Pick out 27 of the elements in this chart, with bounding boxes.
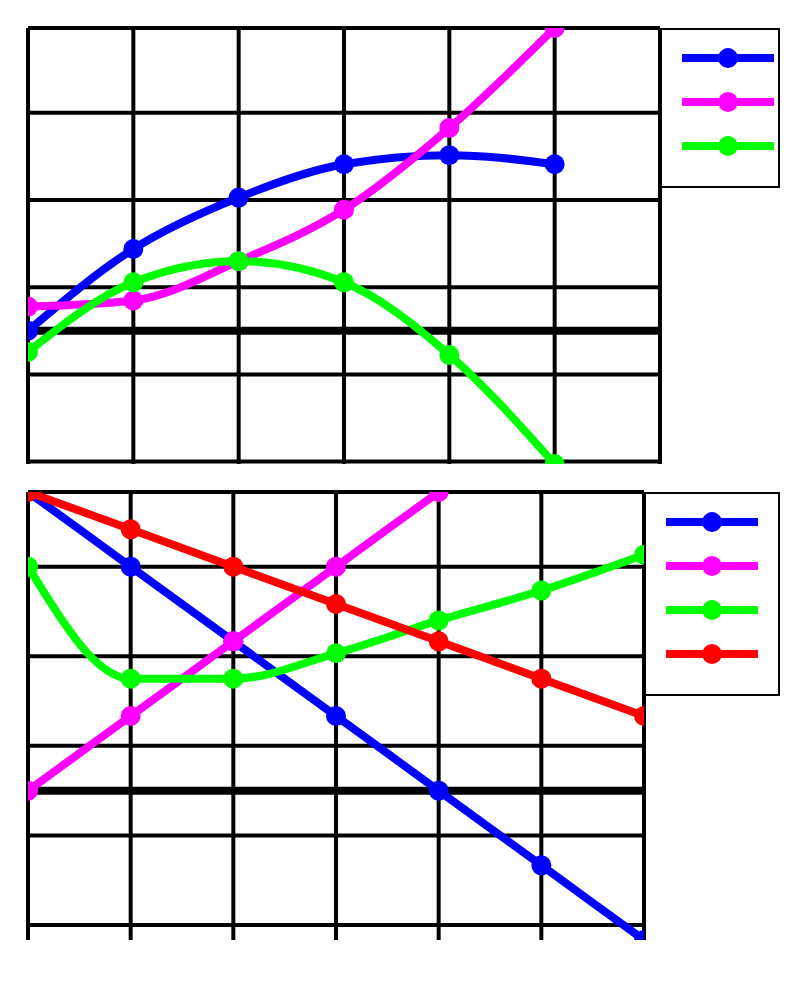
point — [334, 154, 354, 175]
point — [326, 556, 346, 577]
point — [428, 780, 449, 801]
point — [531, 668, 552, 689]
point — [123, 272, 144, 293]
point — [439, 345, 460, 365]
point — [428, 631, 449, 652]
point — [120, 668, 141, 689]
point — [223, 556, 244, 577]
point — [544, 154, 565, 175]
point — [326, 643, 346, 664]
point — [334, 272, 354, 293]
point — [428, 610, 449, 631]
point — [326, 594, 346, 614]
point — [334, 199, 354, 220]
point — [439, 117, 460, 138]
point — [120, 706, 141, 726]
point — [531, 855, 552, 876]
point — [439, 145, 460, 166]
point — [120, 556, 141, 577]
point — [120, 519, 141, 540]
point — [531, 580, 552, 601]
point — [223, 668, 244, 689]
point — [123, 290, 144, 311]
point — [123, 239, 144, 260]
point — [228, 187, 249, 208]
point — [326, 706, 346, 726]
